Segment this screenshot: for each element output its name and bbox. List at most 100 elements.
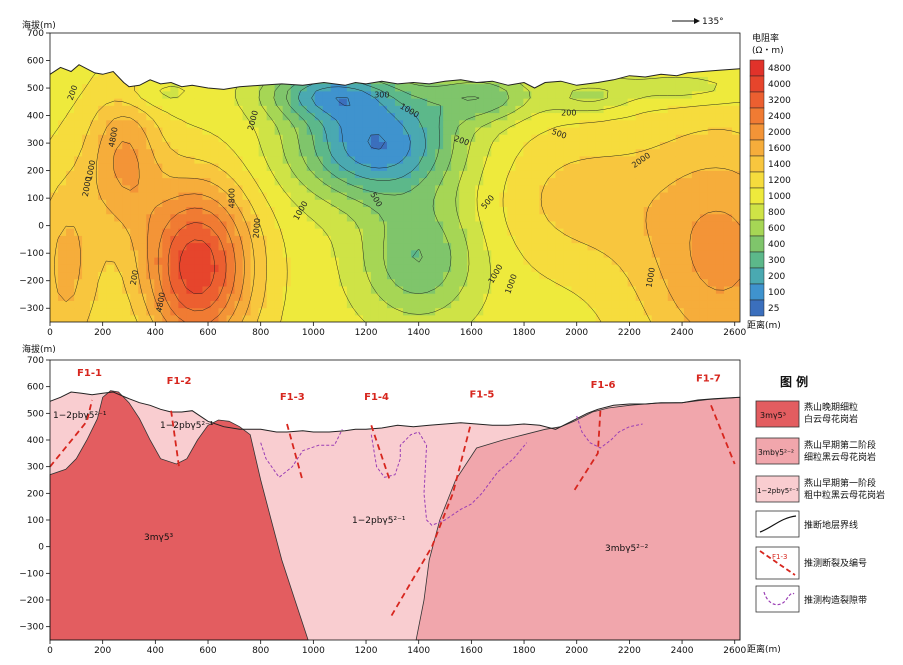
resistivity-cell [707,76,717,85]
resistivity-cell [619,83,629,92]
resistivity-cell [98,206,107,215]
resistivity-cell [330,285,340,294]
resistivity-cell [386,206,396,215]
resistivity-cell [363,40,372,48]
resistivity-cell [531,170,541,179]
resistivity-cell [154,206,163,215]
resistivity-cell [274,83,284,92]
resistivity-cell [210,184,220,193]
resistivity-cell [675,300,685,309]
resistivity-cell [146,105,155,114]
resistivity-cell [82,90,91,99]
resistivity-cell [507,264,516,273]
resistivity-cell [218,148,228,157]
resistivity-cell [58,148,67,157]
resistivity-cell [683,134,693,142]
resistivity-cell [731,112,740,121]
resistivity-cell [106,256,115,265]
resistivity-cell [234,69,244,77]
resistivity-cell [635,242,645,251]
resistivity-cell [403,249,412,258]
resistivity-cell [250,134,260,142]
resistivity-cell [386,148,396,157]
resistivity-cell [627,206,637,215]
resistivity-cell [659,148,669,157]
x-tick-label: 1000 [302,646,325,656]
resistivity-cell [66,191,75,200]
resistivity-cell [547,119,557,128]
resistivity-cell [683,105,693,114]
resistivity-cell [90,213,99,222]
resistivity-cell [202,249,212,258]
resistivity-cell [186,119,196,128]
resistivity-cell [523,90,532,99]
resistivity-cell [515,98,524,106]
resistivity-cell [555,220,565,229]
resistivity-cell [154,98,163,106]
resistivity-cell [386,191,396,200]
resistivity-cell [122,155,131,164]
resistivity-cell [667,90,677,99]
resistivity-cell [459,148,468,157]
resistivity-cell [675,293,685,301]
resistivity-cell [346,119,356,128]
resistivity-cell [154,300,163,309]
legend-swatch-3m [755,400,800,428]
resistivity-cell [579,264,589,273]
resistivity-cell [234,76,244,85]
resistivity-cell [82,191,91,200]
resistivity-cell [338,170,348,179]
resistivity-cell [587,141,597,150]
resistivity-cell [451,155,460,164]
y-tick-label: 300 [27,139,44,149]
resistivity-cell [74,213,83,222]
resistivity-cell [186,170,196,179]
resistivity-cell [322,112,332,121]
resistivity-cell [491,314,500,322]
resistivity-cell [178,55,187,63]
resistivity-cell [627,314,637,322]
resistivity-cell [346,83,356,92]
resistivity-cell [700,33,709,41]
resistivity-cell [114,235,123,244]
resistivity-cell [282,177,292,186]
resistivity-cell [555,40,564,48]
resistivity-cell [362,90,372,99]
resistivity-cell [106,271,115,280]
resistivity-cell [90,55,99,63]
resistivity-cell [523,119,532,128]
y-tick-label: 400 [27,436,44,446]
resistivity-cell [194,83,204,92]
resistivity-cell [507,228,516,236]
resistivity-cell [114,177,123,186]
resistivity-cell [491,134,500,142]
resistivity-cell [611,112,621,121]
resistivity-cell [90,184,99,193]
resistivity-cell [579,90,589,99]
resistivity-cell [82,256,91,265]
resistivity-cell [539,220,549,229]
resistivity-cell [202,163,212,171]
resistivity-cell [691,105,701,114]
resistivity-cell [106,264,115,273]
resistivity-cell [555,228,565,236]
resistivity-cell [370,98,380,106]
resistivity-cell [571,177,581,186]
resistivity-cell [50,307,59,316]
resistivity-cell [467,170,476,179]
resistivity-cell [251,47,260,55]
resistivity-cell [362,235,372,244]
resistivity-cell [403,64,412,70]
resistivity-cell [483,285,492,294]
resistivity-cell [667,220,677,229]
resistivity-cell [362,213,372,222]
resistivity-cell [539,112,549,121]
resistivity-cell [555,242,565,251]
resistivity-cell [411,293,420,301]
resistivity-cell [611,148,621,157]
legend-fracture-line-icon [763,591,795,606]
resistivity-cell [186,314,196,322]
resistivity-cell [58,285,67,294]
resistivity-cell [643,285,653,294]
resistivity-cell [651,134,661,142]
